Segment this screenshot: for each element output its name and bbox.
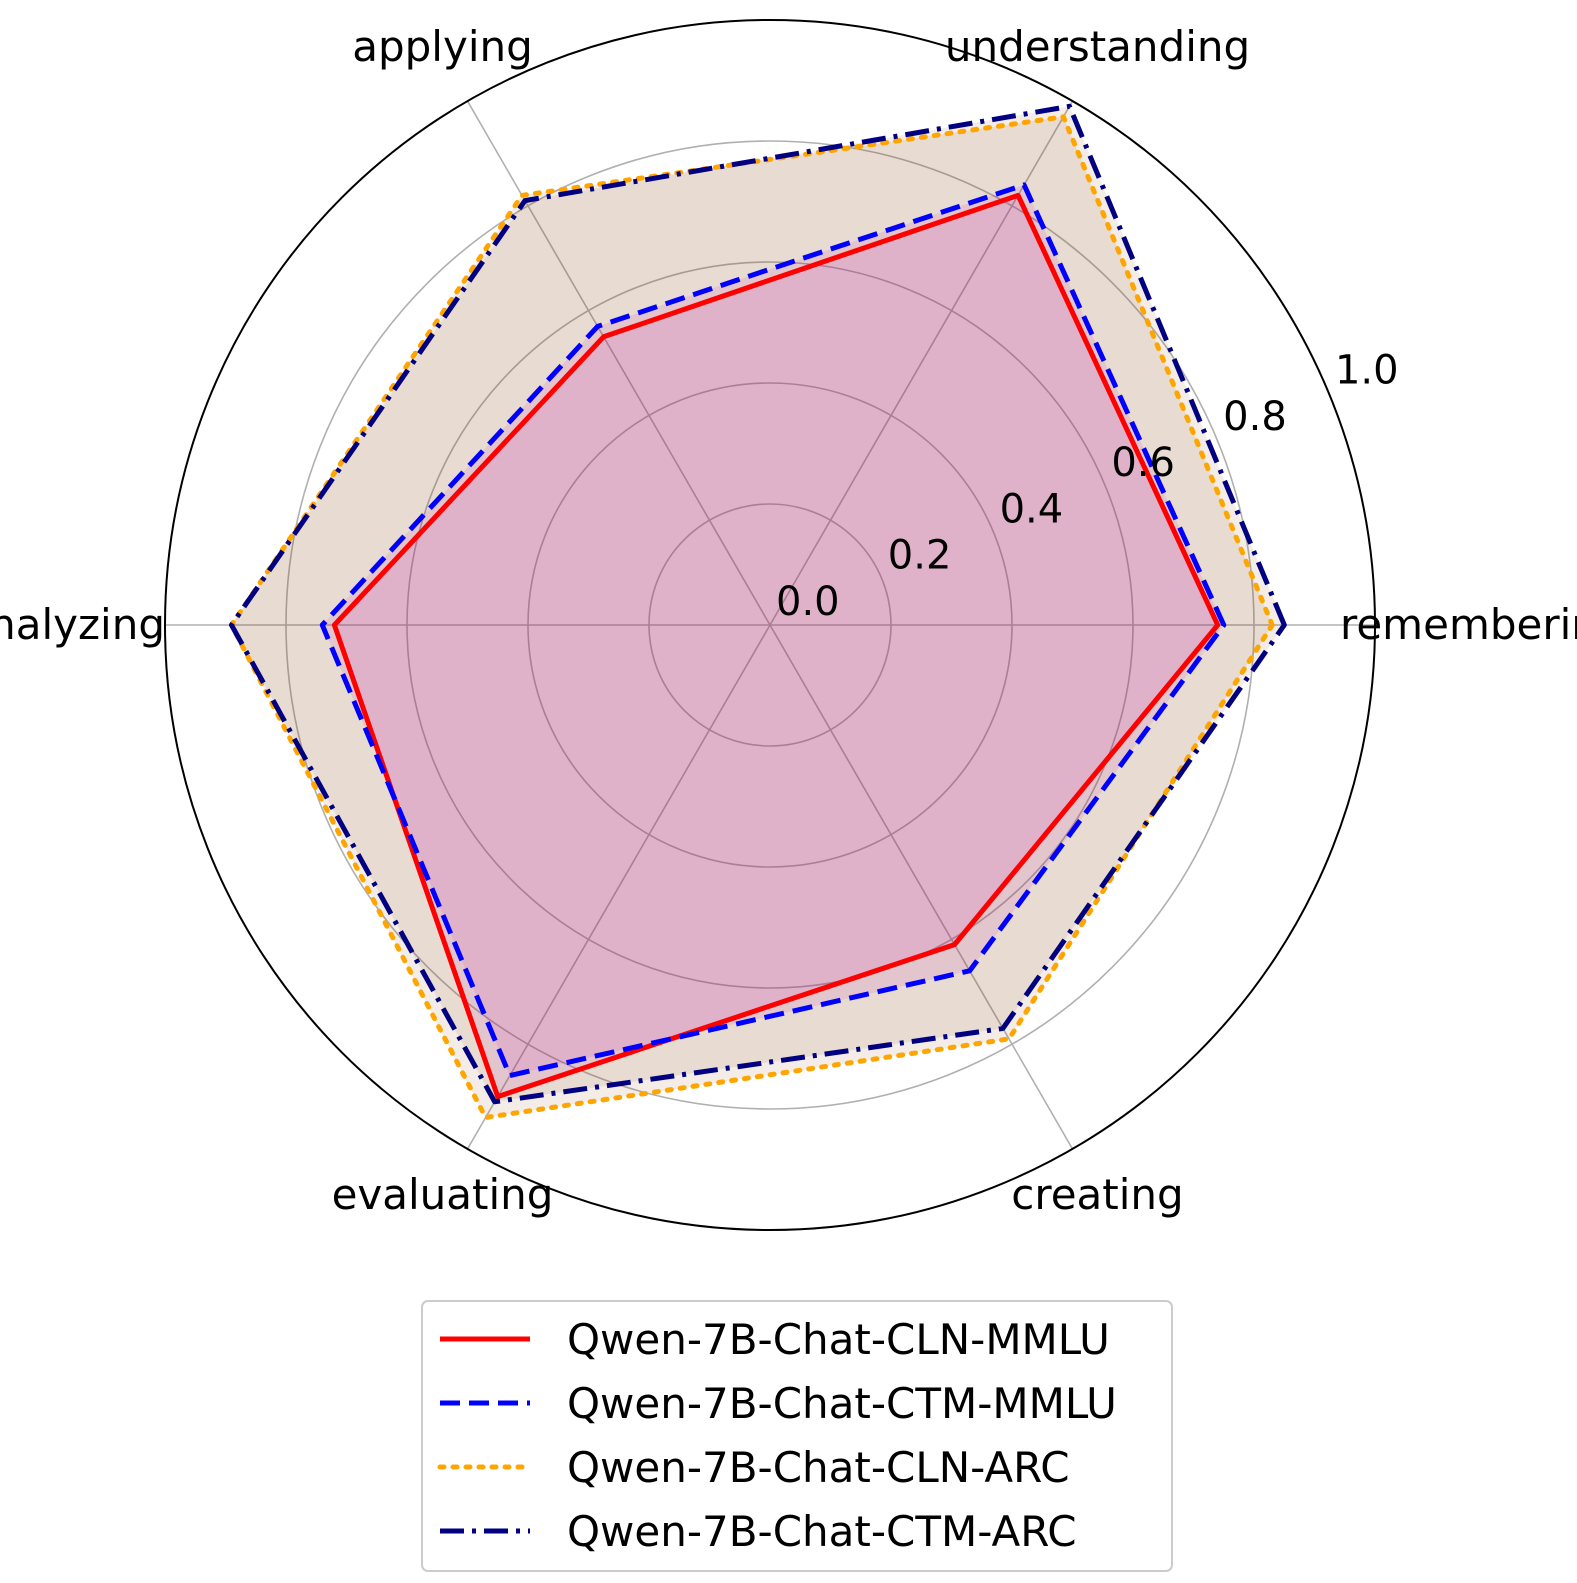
category-label: applying [352,22,533,71]
polar-grid [164,19,1376,1231]
series-line [319,182,1227,1079]
radial-tick-label: 0.6 [1111,440,1175,486]
category-label: creating [1011,1170,1183,1219]
radial-tick-label: 0.4 [1000,486,1064,532]
grid-spoke [769,100,1074,626]
axis-labels: 0.0 0.2 0.4 0.6 0.8 1.0 remembering understandi… [0,22,1577,1219]
radial-tick-label: 1.0 [1335,347,1399,393]
radial-tick-label: 0.0 [776,579,840,625]
category-label: analyzing [0,600,165,649]
category-label: remembering [1340,600,1577,649]
legend-label: Qwen-7B-Chat-CTM-ARC [567,1507,1077,1556]
radial-tick-label: 0.2 [888,533,952,579]
grid-spoke [466,624,771,1150]
legend: Qwen-7B-Chat-CLN-MMLU Qwen-7B-Chat-CTM-MM… [421,1300,1173,1572]
series-fill [322,184,1224,1076]
series-fill [231,116,1273,1118]
series-line [331,192,1221,1100]
legend-label: Qwen-7B-Chat-CLN-ARC [567,1443,1070,1492]
series-fill [334,195,1218,1097]
series-fills [231,106,1285,1118]
series-fill [231,106,1285,1102]
outer-frame-circle [164,19,1376,1231]
legend-box [421,1300,1173,1572]
series-line [229,103,1287,1105]
legend-label: Qwen-7B-Chat-CTM-MMLU [567,1379,1117,1428]
grid-spoke [466,100,771,626]
category-label: understanding [945,22,1250,71]
radial-tick-label: 0.8 [1223,394,1287,440]
category-label: evaluating [332,1170,554,1219]
legend-label: Qwen-7B-Chat-CLN-MMLU [567,1315,1110,1364]
series-lines [229,103,1287,1120]
grid-spoke [769,624,1074,1150]
